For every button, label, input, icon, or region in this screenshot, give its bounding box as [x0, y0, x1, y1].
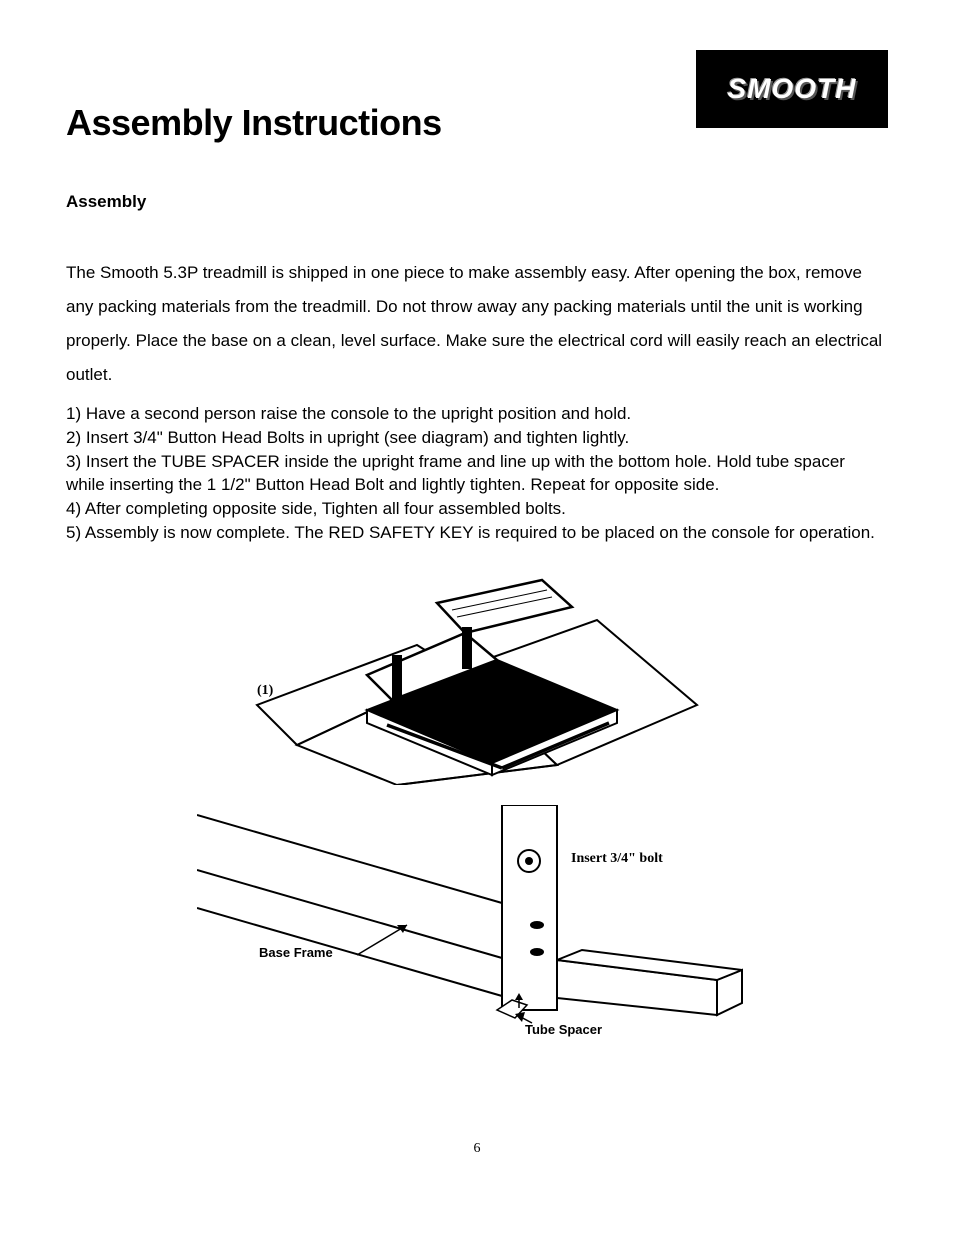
section-title: Assembly: [66, 192, 888, 212]
diagram1-label-1: (1): [257, 683, 273, 699]
step-1: 1) Have a second person raise the consol…: [66, 402, 888, 426]
brand-logo-text: SMOOTH: [728, 73, 857, 105]
diagram-base-frame: Base Frame Insert 3/4" bolt Tube Spacer: [197, 805, 757, 1055]
step-5: 5) Assembly is now complete. The RED SAF…: [66, 521, 888, 545]
step-4: 4) After completing opposite side, Tight…: [66, 497, 888, 521]
page-number: 6: [474, 1141, 481, 1157]
page-header: Assembly Instructions SMOOTH: [66, 50, 888, 144]
diagram2-label-tube-spacer: Tube Spacer: [525, 1022, 602, 1037]
assembly-steps: 1) Have a second person raise the consol…: [66, 402, 888, 545]
treadmill-box-svg: [237, 565, 717, 785]
step-2: 2) Insert 3/4" Button Head Bolts in upri…: [66, 426, 888, 450]
intro-paragraph: The Smooth 5.3P treadmill is shipped in …: [66, 256, 888, 392]
diagram2-label-insert-bolt: Insert 3/4" bolt: [571, 851, 663, 867]
diagram-container: (1): [66, 565, 888, 1055]
step-3: 3) Insert the TUBE SPACER inside the upr…: [66, 450, 888, 498]
brand-logo: SMOOTH: [696, 50, 888, 128]
main-title: Assembly Instructions: [66, 102, 442, 144]
diagram2-label-base-frame: Base Frame: [259, 945, 333, 960]
base-frame-svg: [197, 805, 757, 1055]
diagram-treadmill-box: (1): [237, 565, 717, 785]
